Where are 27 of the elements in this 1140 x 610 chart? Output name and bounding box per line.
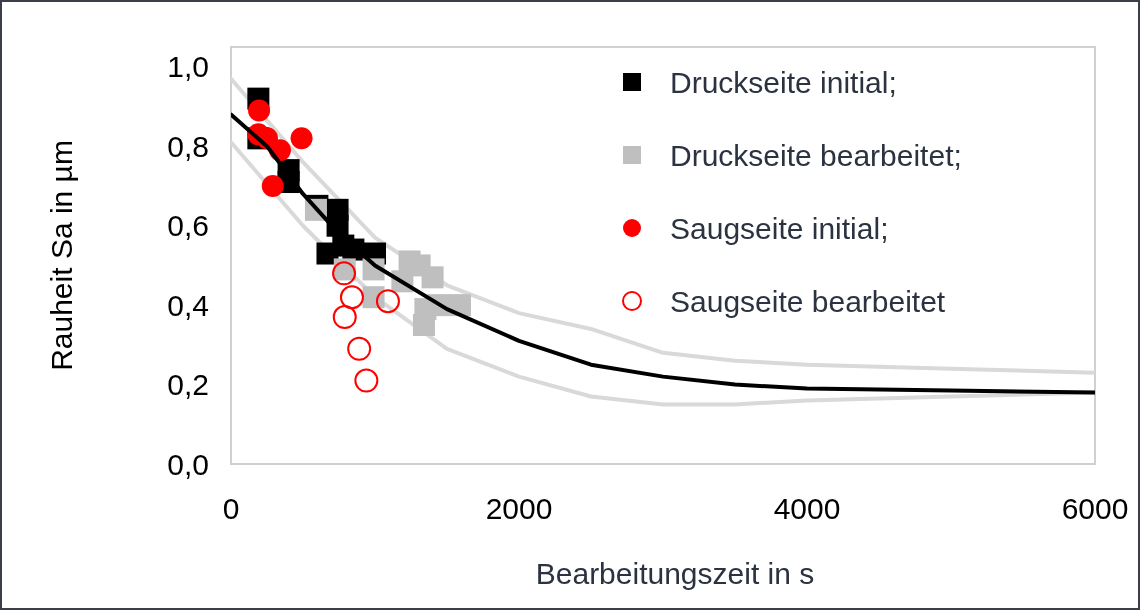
- y-axis-title: Rauheit Sa in µm: [45, 140, 78, 371]
- y-tick-label: 1,0: [167, 50, 209, 84]
- point: [290, 127, 313, 150]
- legend-label: Druckseite bearbeitet;: [670, 138, 962, 172]
- x-axis-title: Bearbeitungszeit in s: [535, 557, 815, 590]
- legend-label: Saugseite initial;: [670, 211, 889, 245]
- point: [412, 314, 435, 336]
- point: [354, 368, 379, 393]
- x-tick-label: 2000: [485, 492, 553, 525]
- legend-label: Saugseite bearbeitet: [670, 284, 946, 318]
- x-tick-label: 0: [222, 492, 240, 525]
- point: [347, 336, 372, 361]
- y-tick-label: 0,4: [167, 288, 209, 322]
- point: [421, 266, 444, 289]
- point: [332, 305, 357, 330]
- y-tick-label: 0,8: [167, 129, 209, 163]
- x-tick-label: 4000: [773, 492, 841, 525]
- y-tick-label: 0,0: [167, 447, 209, 481]
- legend-label: Druckseite initial;: [670, 65, 897, 99]
- point: [261, 175, 284, 197]
- point: [339, 285, 364, 310]
- point: [332, 261, 357, 286]
- x-tick-label: 6000: [1061, 492, 1129, 525]
- point: [248, 99, 271, 122]
- point: [375, 289, 400, 314]
- y-tick-label: 0,6: [167, 209, 209, 243]
- y-tick-label: 0,2: [167, 368, 209, 402]
